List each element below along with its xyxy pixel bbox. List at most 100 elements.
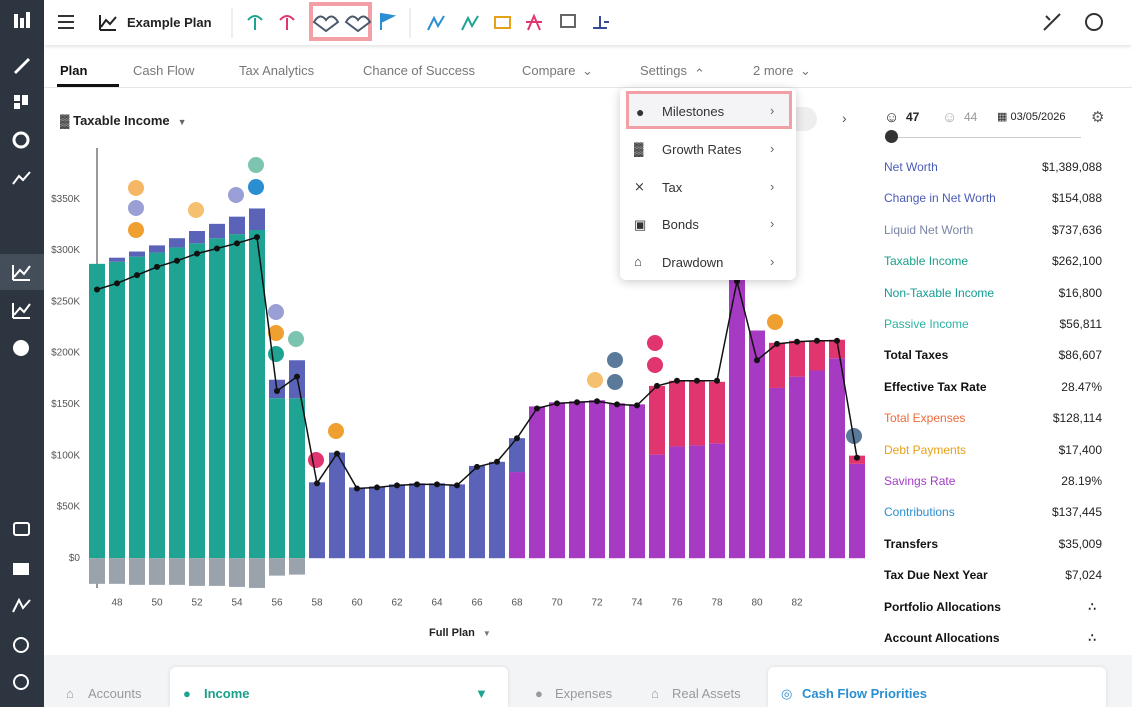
line-point [494, 458, 500, 465]
line-point [574, 399, 580, 406]
bar-segment [289, 558, 305, 575]
summary-row[interactable]: Account Allocations ∴ [884, 631, 1102, 645]
allocation-icon[interactable]: ∴ [1088, 631, 1096, 645]
summary-row[interactable]: Effective Tax Rate 28.47% [884, 380, 1102, 394]
x-tick-label: 76 [671, 598, 683, 609]
summary-row[interactable]: Total Expenses $128,114 [884, 411, 1102, 425]
tab-underline [57, 84, 119, 87]
line-point [654, 382, 660, 389]
partner-age: 44 [964, 110, 978, 124]
summary-row[interactable]: Liquid Net Worth $737,636 [884, 223, 1102, 237]
line-point [634, 402, 640, 409]
bar-segment [669, 446, 685, 559]
bar-segment [809, 340, 825, 371]
line-point [594, 398, 600, 405]
next-button[interactable]: › [842, 110, 847, 126]
x-tick-label: 62 [391, 598, 403, 609]
bottom-icon: ● [535, 686, 543, 701]
line-point [374, 484, 380, 491]
summary-row[interactable]: Debt Payments $17,400 [884, 443, 1102, 457]
bar-segment [649, 385, 665, 455]
menu-icon: ▓ [634, 141, 644, 156]
tab[interactable]: 2 more [753, 63, 794, 78]
summary-row[interactable]: Total Taxes $86,607 [884, 348, 1102, 362]
slider-track [885, 137, 1081, 138]
summary-row[interactable]: Transfers $35,009 [884, 537, 1102, 551]
line-point [334, 450, 340, 457]
row-label: Portfolio Allocations [884, 599, 1001, 614]
tab[interactable]: Tax Analytics [239, 63, 315, 78]
x-tick-label: 82 [791, 598, 803, 609]
allocation-icon[interactable]: ∴ [1088, 599, 1096, 614]
menu-icon: ⨯ [634, 179, 645, 194]
range-select[interactable]: Full Plan ▼ [429, 627, 491, 639]
line-point [254, 234, 260, 241]
highlight [626, 91, 792, 129]
summary-row[interactable]: Savings Rate 28.19% [884, 474, 1102, 488]
bar-segment [269, 558, 285, 576]
menu-item[interactable]: Bonds [662, 217, 699, 232]
bar-segment [649, 454, 665, 559]
summary-row[interactable]: Taxable Income $262,100 [884, 254, 1102, 268]
menu-item[interactable]: Milestones [662, 104, 725, 119]
tab[interactable]: Plan [60, 63, 88, 78]
bottom-icon: ◎ [781, 686, 793, 701]
bar-segment [309, 482, 325, 559]
bar-segment [229, 216, 245, 235]
bottom-tab[interactable]: Accounts [88, 686, 142, 701]
line-point [314, 480, 320, 487]
y-tick-label: $200K [51, 348, 80, 359]
bar-segment [769, 387, 785, 559]
menu-item[interactable]: Growth Rates [662, 142, 742, 157]
summary-row[interactable]: Portfolio Allocations ∴ [884, 600, 1102, 614]
tab[interactable]: Chance of Success [363, 63, 476, 78]
summary-row[interactable]: Net Worth $1,389,088 [884, 160, 1102, 174]
y-tick-label: $350K [51, 194, 80, 205]
date: ▦ 03/05/2026 [997, 111, 1066, 123]
line-point [234, 240, 240, 247]
row-value: $128,114 [1052, 411, 1102, 426]
x-tick-label: 78 [711, 598, 723, 609]
y-tick-label: $50K [57, 502, 81, 513]
x-tick-label: 68 [511, 598, 523, 609]
caret: ⌄ [800, 63, 811, 78]
caret: ⌃ [694, 66, 705, 81]
bottom-tab[interactable]: Expenses [555, 686, 613, 701]
row-label: Debt Payments [884, 442, 967, 457]
menu-item[interactable]: Tax [662, 180, 683, 195]
line-point [474, 463, 480, 470]
summary-row[interactable]: Passive Income $56,811 [884, 317, 1102, 331]
tab[interactable]: Settings [640, 63, 687, 78]
bar-segment [89, 558, 105, 584]
row-label: Liquid Net Worth [884, 222, 974, 237]
bottom-tab[interactable]: Cash Flow Priorities [802, 686, 927, 701]
summary-row[interactable]: Tax Due Next Year $7,024 [884, 568, 1102, 582]
summary-row[interactable]: Change in Net Worth $154,088 [884, 191, 1102, 205]
pin-icon[interactable]: ▼ [475, 686, 488, 701]
line-point [774, 340, 780, 347]
bar-segment [249, 558, 265, 588]
row-label: Effective Tax Rate [884, 379, 987, 394]
bar-segment [189, 558, 205, 586]
bar-segment [829, 339, 845, 359]
menu-item[interactable]: Drawdown [662, 255, 724, 270]
x-tick-label: 80 [751, 598, 763, 609]
tab[interactable]: Compare [522, 63, 576, 78]
summary-row[interactable]: Contributions $137,445 [884, 505, 1102, 519]
line-point [854, 454, 860, 461]
line-point [694, 377, 700, 384]
row-label: Savings Rate [884, 474, 956, 488]
summary-row[interactable]: Non-Taxable Income $16,800 [884, 286, 1102, 300]
row-label: Transfers [884, 536, 939, 551]
slider-knob[interactable] [885, 130, 898, 143]
tab[interactable]: Cash Flow [133, 63, 195, 78]
bottom-tab[interactable]: Real Assets [672, 686, 741, 701]
settings-icon[interactable]: ⚙ [1091, 109, 1105, 126]
metric-select[interactable]: ▓ Taxable Income ▼ [60, 113, 187, 128]
x-tick-label: 66 [471, 598, 483, 609]
bottom-tab[interactable]: Income [204, 686, 250, 701]
bar-segment [669, 380, 685, 447]
x-tick-label: 60 [351, 598, 363, 609]
bar-segment [249, 208, 265, 230]
